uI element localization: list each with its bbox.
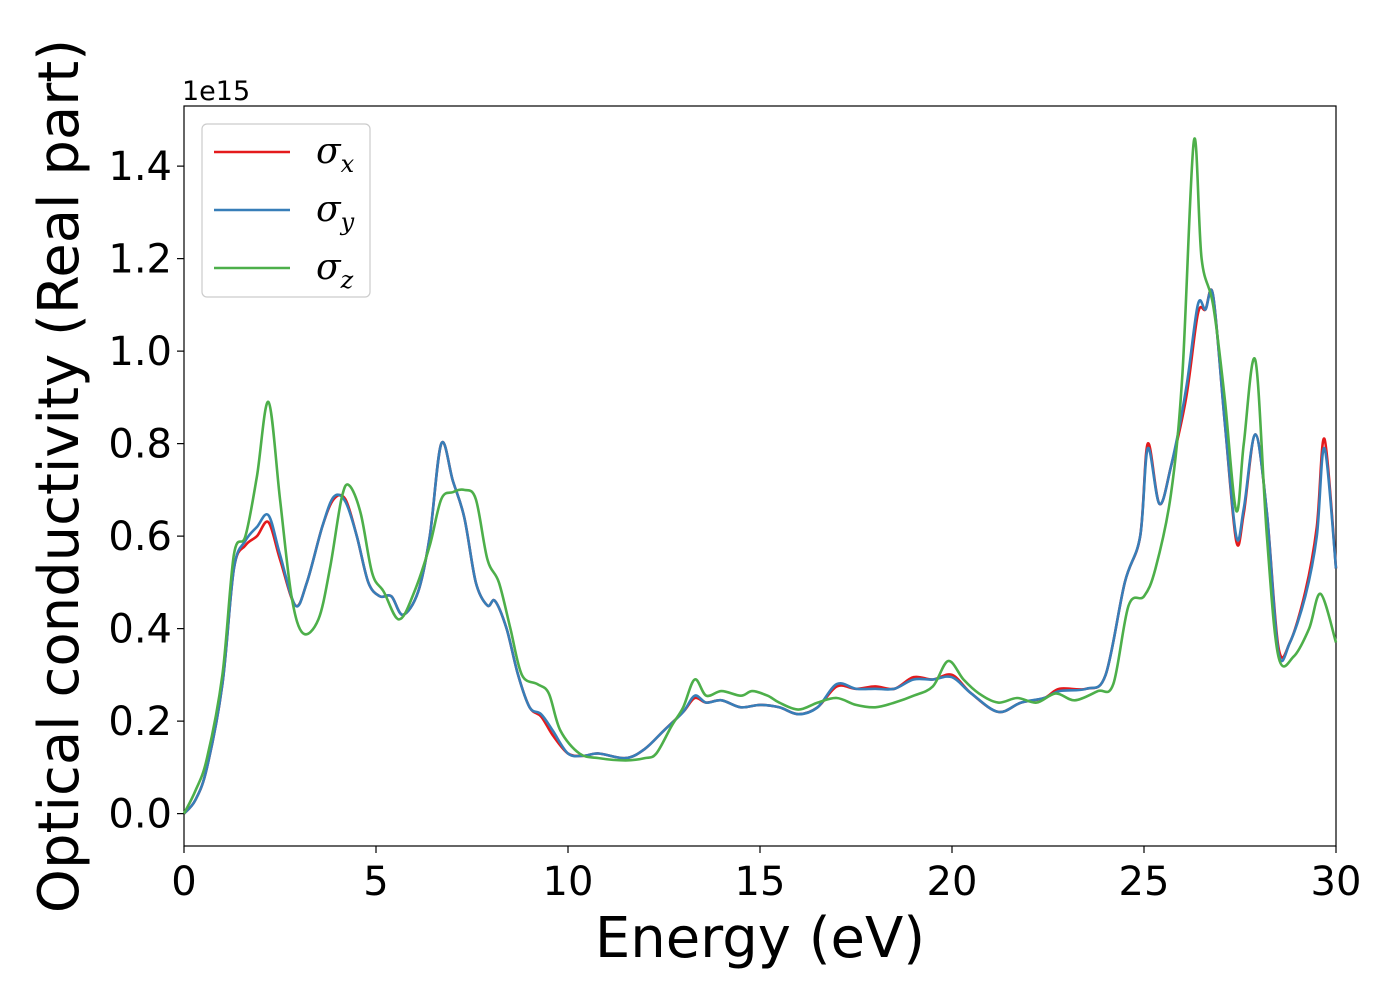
series-line-y bbox=[182, 288, 1338, 815]
x-tick-label: 15 bbox=[735, 859, 786, 905]
x-tick-label: 5 bbox=[363, 859, 388, 905]
x-axis-title: Energy (eV) bbox=[595, 906, 925, 971]
y-axis-ticks: 0.0 0.2 0.4 0.6 0.8 1.0 1.2 1.4 bbox=[108, 144, 184, 838]
y-tick-label: 1.0 bbox=[108, 329, 172, 375]
y-tick-label: 0.2 bbox=[108, 699, 172, 745]
y-tick-label: 1.2 bbox=[108, 237, 172, 283]
series-lines bbox=[182, 137, 1338, 815]
series-line-z bbox=[182, 137, 1338, 815]
y-tick-label: 0.8 bbox=[108, 422, 172, 468]
y-tick-label: 0.6 bbox=[108, 514, 172, 560]
y-tick-label: 0.4 bbox=[108, 607, 172, 653]
x-tick-label: 10 bbox=[543, 859, 594, 905]
y-offset-label: 1e15 bbox=[182, 76, 250, 107]
x-axis-ticks: 0 5 10 15 20 25 30 bbox=[171, 846, 1361, 905]
y-tick-label: 1.4 bbox=[108, 144, 172, 190]
x-tick-label: 0 bbox=[171, 859, 196, 905]
y-axis-title: Optical conductivity (Real part) bbox=[27, 39, 92, 913]
x-tick-label: 25 bbox=[1119, 859, 1170, 905]
legend-label-y: σy bbox=[316, 189, 355, 236]
y-tick-label: 0.0 bbox=[108, 792, 172, 838]
x-tick-label: 20 bbox=[927, 859, 978, 905]
x-tick-label: 30 bbox=[1311, 859, 1362, 905]
